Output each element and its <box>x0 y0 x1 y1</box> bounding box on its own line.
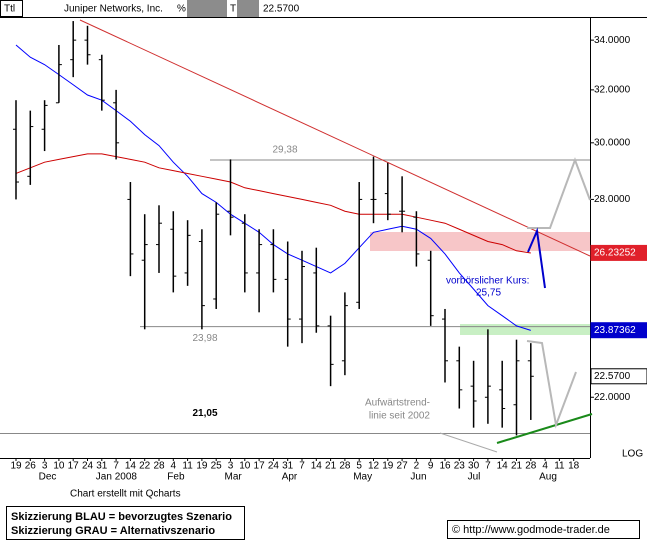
month-label: Jun <box>410 472 426 483</box>
x-tick-label: 23 <box>454 461 466 472</box>
header-box <box>0 0 23 17</box>
y-tick-label: 30.0000 <box>594 137 631 148</box>
x-tick-label: 24 <box>268 461 280 472</box>
legend-text: Skizzierung BLAU = bevorzugtes Szenario <box>11 511 232 523</box>
x-tick-label: 11 <box>182 461 193 472</box>
downtrend-line <box>79 19 591 257</box>
price-label-box <box>590 244 647 261</box>
x-tick-label: 3 <box>228 461 234 472</box>
x-tick-label: 11 <box>554 461 565 472</box>
blue-scenario <box>527 227 546 289</box>
y-tick-label: 34.0000 <box>594 35 631 46</box>
month-label: Aug <box>539 472 557 483</box>
x-tick-label: 7 <box>485 461 491 472</box>
gray-scenario <box>526 340 577 429</box>
x-tick-label: 7 <box>299 461 305 472</box>
x-tick-label: 14 <box>497 461 509 472</box>
x-tick-label: 31 <box>282 461 294 472</box>
y-tick-label: 28.0000 <box>594 194 631 205</box>
x-tick-label: 17 <box>68 461 80 472</box>
y-tick-label: 22.0000 <box>594 392 631 403</box>
pointer-line <box>439 432 498 453</box>
x-tick-label: 28 <box>153 461 165 472</box>
x-tick-label: 24 <box>82 461 94 472</box>
x-tick-label: 25 <box>211 461 223 472</box>
moving-average <box>15 153 531 254</box>
resistance-zone <box>370 232 590 251</box>
annotation: 25,75 <box>476 288 501 299</box>
x-tick-label: 7 <box>113 461 119 472</box>
price-label-box <box>590 322 647 339</box>
x-tick-label: 28 <box>339 461 351 472</box>
x-tick-label: 30 <box>468 461 480 472</box>
x-tick-label: 22 <box>139 461 151 472</box>
month-label: May <box>353 472 372 483</box>
level-label: 23,98 <box>192 333 217 344</box>
x-tick-label: 4 <box>171 461 177 472</box>
legend-box <box>6 506 245 540</box>
x-tick-label: 26 <box>25 461 37 472</box>
month-label: Feb <box>167 472 185 483</box>
x-tick-label: 3 <box>42 461 48 472</box>
x-tick-label: 12 <box>368 461 380 472</box>
x-tick-label: 19 <box>382 461 394 472</box>
month-label: Jan 2008 <box>96 472 138 483</box>
x-tick-label: 9 <box>428 461 434 472</box>
x-tick-label: 10 <box>53 461 65 472</box>
price-label: 22.5700 <box>594 371 631 382</box>
x-tick-label: 21 <box>511 461 523 472</box>
month-label: Jul <box>468 472 481 483</box>
x-tick-label: 4 <box>542 461 548 472</box>
annotation: linie seit 2002 <box>369 411 431 422</box>
annotation: vorbörslicher Kurs: <box>446 276 529 287</box>
price-label-box <box>590 368 647 385</box>
price-label: 23.87362 <box>594 325 636 336</box>
header-field: Ttl <box>4 4 15 15</box>
x-tick-label: 18 <box>568 461 580 472</box>
copyright: © http://www.godmode-trader.de <box>452 524 610 536</box>
x-tick-label: 2 <box>414 461 420 472</box>
header-name: Juniper Networks, Inc. <box>64 4 163 15</box>
header-t: T <box>230 4 236 15</box>
legend-text: Skizzierung GRAU = Alternativszenario <box>11 525 215 537</box>
month-label: Apr <box>282 472 298 483</box>
header-pct: % <box>177 4 186 15</box>
level-label: 21,05 <box>192 408 217 419</box>
header-gray <box>237 0 259 17</box>
y-tick-label: 32.0000 <box>594 85 631 96</box>
x-tick-label: 14 <box>125 461 137 472</box>
support-zone <box>460 324 590 335</box>
price-label: 26.23252 <box>594 248 636 259</box>
month-label: Mar <box>225 472 243 483</box>
scale-type: LOG <box>622 449 643 460</box>
header-last: 22.5700 <box>263 4 300 15</box>
x-tick-label: 19 <box>10 461 22 472</box>
level-label: 29,38 <box>272 145 297 156</box>
x-tick-label: 27 <box>397 461 409 472</box>
x-tick-label: 19 <box>196 461 208 472</box>
x-tick-label: 17 <box>254 461 266 472</box>
month-label: Dec <box>39 472 57 483</box>
uptrend-line <box>496 413 593 444</box>
credit: Chart erstellt mit Qcharts <box>70 489 181 500</box>
x-tick-label: 28 <box>525 461 537 472</box>
x-tick-label: 14 <box>311 461 323 472</box>
x-tick-label: 10 <box>239 461 251 472</box>
x-tick-label: 5 <box>356 461 362 472</box>
gray-scenario <box>527 157 591 229</box>
annotation: Aufwärtstrend- <box>365 398 430 409</box>
header-gray <box>187 0 227 17</box>
x-tick-label: 16 <box>439 461 451 472</box>
x-tick-label: 21 <box>325 461 337 472</box>
copyright-box <box>447 520 640 539</box>
x-tick-label: 31 <box>96 461 108 472</box>
